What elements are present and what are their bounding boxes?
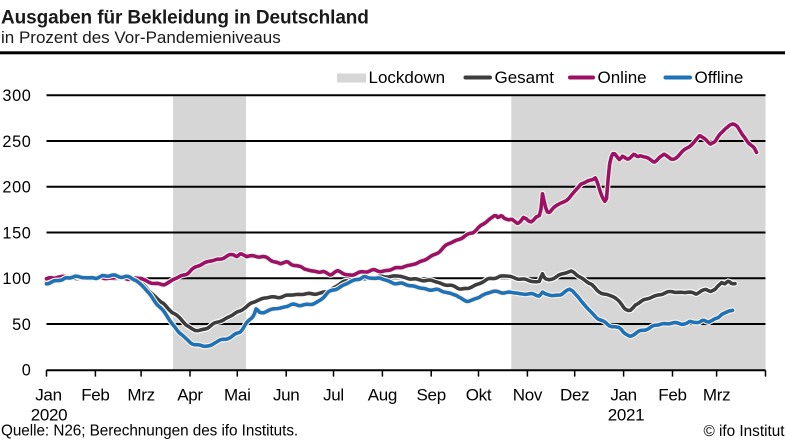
svg-text:Sep: Sep bbox=[417, 386, 446, 405]
svg-text:Jan: Jan bbox=[35, 386, 62, 405]
svg-text:250: 250 bbox=[2, 133, 31, 151]
svg-text:Mrz: Mrz bbox=[127, 386, 154, 405]
svg-text:in Prozent des Vor-Pandemieniv: in Prozent des Vor-Pandemieniveaus bbox=[1, 28, 281, 47]
svg-text:100: 100 bbox=[2, 270, 31, 288]
svg-text:Online: Online bbox=[598, 68, 647, 87]
svg-text:2021: 2021 bbox=[608, 406, 645, 425]
svg-text:Jul: Jul bbox=[323, 386, 344, 405]
svg-text:Offline: Offline bbox=[695, 68, 744, 87]
svg-text:Mrz: Mrz bbox=[703, 386, 730, 405]
svg-text:Quelle: N26; Berechnungen des: Quelle: N26; Berechnungen des ifo Instit… bbox=[1, 423, 298, 440]
svg-text:Jun: Jun bbox=[273, 386, 300, 405]
svg-text:© ifo Institut: © ifo Institut bbox=[704, 423, 786, 440]
svg-text:0: 0 bbox=[22, 362, 32, 380]
svg-text:Feb: Feb bbox=[658, 386, 686, 405]
svg-text:Aug: Aug bbox=[368, 386, 397, 405]
svg-text:Gesamt: Gesamt bbox=[495, 68, 555, 87]
svg-text:Dez: Dez bbox=[560, 386, 589, 405]
svg-text:Mai: Mai bbox=[224, 386, 251, 405]
svg-text:Okt: Okt bbox=[466, 386, 492, 405]
svg-text:Jan: Jan bbox=[610, 386, 637, 405]
svg-text:300: 300 bbox=[2, 87, 31, 105]
svg-text:150: 150 bbox=[2, 224, 31, 242]
svg-text:Lockdown: Lockdown bbox=[369, 68, 446, 87]
svg-text:Apr: Apr bbox=[177, 386, 203, 405]
svg-text:Nov: Nov bbox=[513, 386, 543, 405]
svg-text:Ausgaben für Bekleidung in Deu: Ausgaben für Bekleidung in Deutschland bbox=[1, 8, 369, 29]
svg-text:2020: 2020 bbox=[31, 406, 68, 425]
svg-text:200: 200 bbox=[2, 179, 31, 197]
svg-text:Feb: Feb bbox=[81, 386, 109, 405]
svg-text:50: 50 bbox=[12, 316, 31, 334]
